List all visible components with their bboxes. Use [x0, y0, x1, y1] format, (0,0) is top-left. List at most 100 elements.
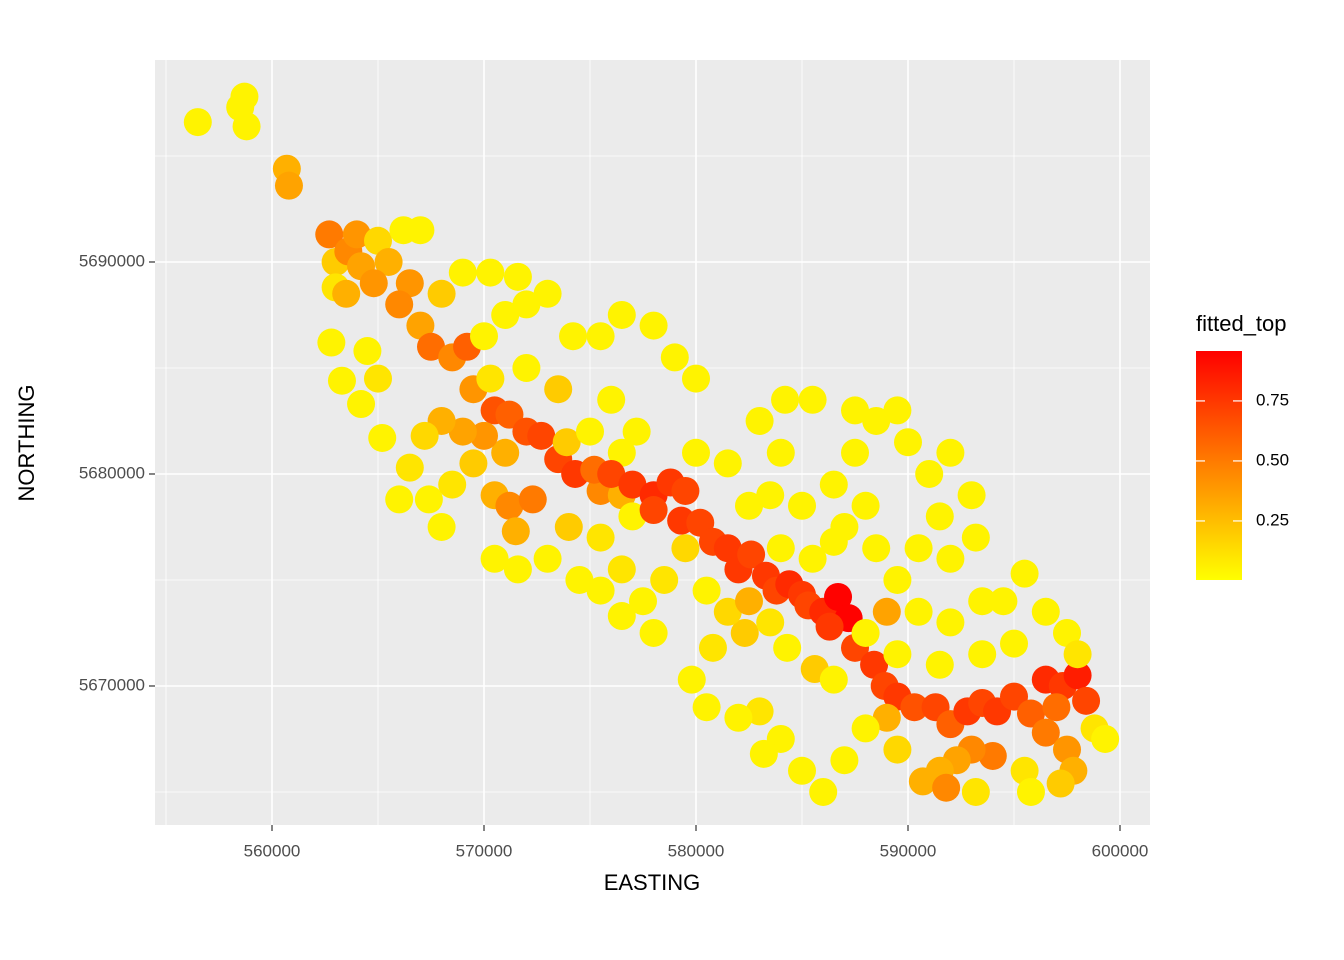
point [872, 703, 901, 732]
point [968, 640, 997, 669]
point [1063, 661, 1092, 690]
point [1042, 693, 1071, 722]
point [883, 640, 912, 669]
point [586, 523, 615, 552]
point [317, 328, 346, 357]
point [342, 220, 371, 249]
point [414, 485, 443, 514]
point [395, 269, 424, 298]
legend-label: 0.75 [1256, 390, 1289, 409]
point [629, 587, 658, 616]
point [470, 322, 499, 351]
point [501, 517, 530, 546]
point [860, 650, 889, 679]
point [830, 746, 859, 775]
point [1053, 735, 1082, 764]
point [470, 421, 499, 450]
point [559, 322, 588, 351]
point [894, 428, 923, 457]
point [476, 258, 505, 287]
point [883, 396, 912, 425]
point [364, 364, 393, 393]
point [851, 491, 880, 520]
point [936, 544, 965, 573]
point [476, 364, 505, 393]
point [332, 279, 361, 308]
point [872, 597, 901, 626]
point [427, 279, 456, 308]
point [385, 485, 414, 514]
x-axis-title: EASTING [604, 870, 701, 895]
point [565, 565, 594, 594]
point [364, 226, 393, 255]
point [851, 618, 880, 647]
point [639, 496, 668, 525]
point [737, 540, 766, 569]
point [724, 703, 753, 732]
point [841, 438, 870, 467]
point [512, 290, 541, 319]
point [830, 512, 859, 541]
point [527, 421, 556, 450]
point [735, 491, 764, 520]
point [824, 582, 853, 611]
point [533, 544, 562, 573]
point [908, 767, 937, 796]
point [1046, 769, 1075, 798]
point [385, 290, 414, 319]
x-tick-label: 560000 [244, 841, 301, 860]
point [639, 618, 668, 647]
point [552, 428, 581, 457]
point [660, 343, 689, 372]
x-tick-label: 580000 [668, 841, 725, 860]
point [327, 366, 356, 395]
y-axis-title: NORTHING [14, 385, 39, 502]
point [618, 502, 647, 531]
point [692, 576, 721, 605]
y-tick-label: 5670000 [79, 675, 145, 694]
point [798, 544, 827, 573]
point [766, 534, 795, 563]
point [607, 300, 636, 329]
point [745, 697, 774, 726]
point [682, 364, 711, 393]
point [495, 491, 524, 520]
point [961, 777, 990, 806]
point [533, 279, 562, 308]
point [406, 216, 435, 245]
point [677, 665, 706, 694]
point [788, 756, 817, 785]
point [1031, 718, 1060, 747]
point [480, 544, 509, 573]
point [671, 476, 700, 505]
point [639, 311, 668, 340]
point [359, 269, 388, 298]
point [597, 459, 626, 488]
point [749, 739, 778, 768]
point [1063, 640, 1092, 669]
point [395, 453, 424, 482]
point [607, 438, 636, 467]
point [841, 396, 870, 425]
legend-label: 0.25 [1256, 510, 1289, 529]
point [576, 417, 605, 446]
point [230, 82, 259, 111]
point [682, 438, 711, 467]
point [491, 300, 520, 329]
point [586, 322, 615, 351]
point [459, 449, 488, 478]
x-tick-label: 590000 [880, 841, 937, 860]
legend-label: 0.50 [1256, 450, 1289, 469]
point [773, 633, 802, 662]
point [756, 608, 785, 637]
point [406, 311, 435, 340]
point [448, 417, 477, 446]
point [347, 390, 376, 419]
point [936, 438, 965, 467]
point [798, 385, 827, 414]
point [862, 406, 891, 435]
point [607, 555, 636, 584]
point [353, 337, 382, 366]
legend-title: fitted_top [1196, 311, 1287, 336]
point [904, 534, 933, 563]
